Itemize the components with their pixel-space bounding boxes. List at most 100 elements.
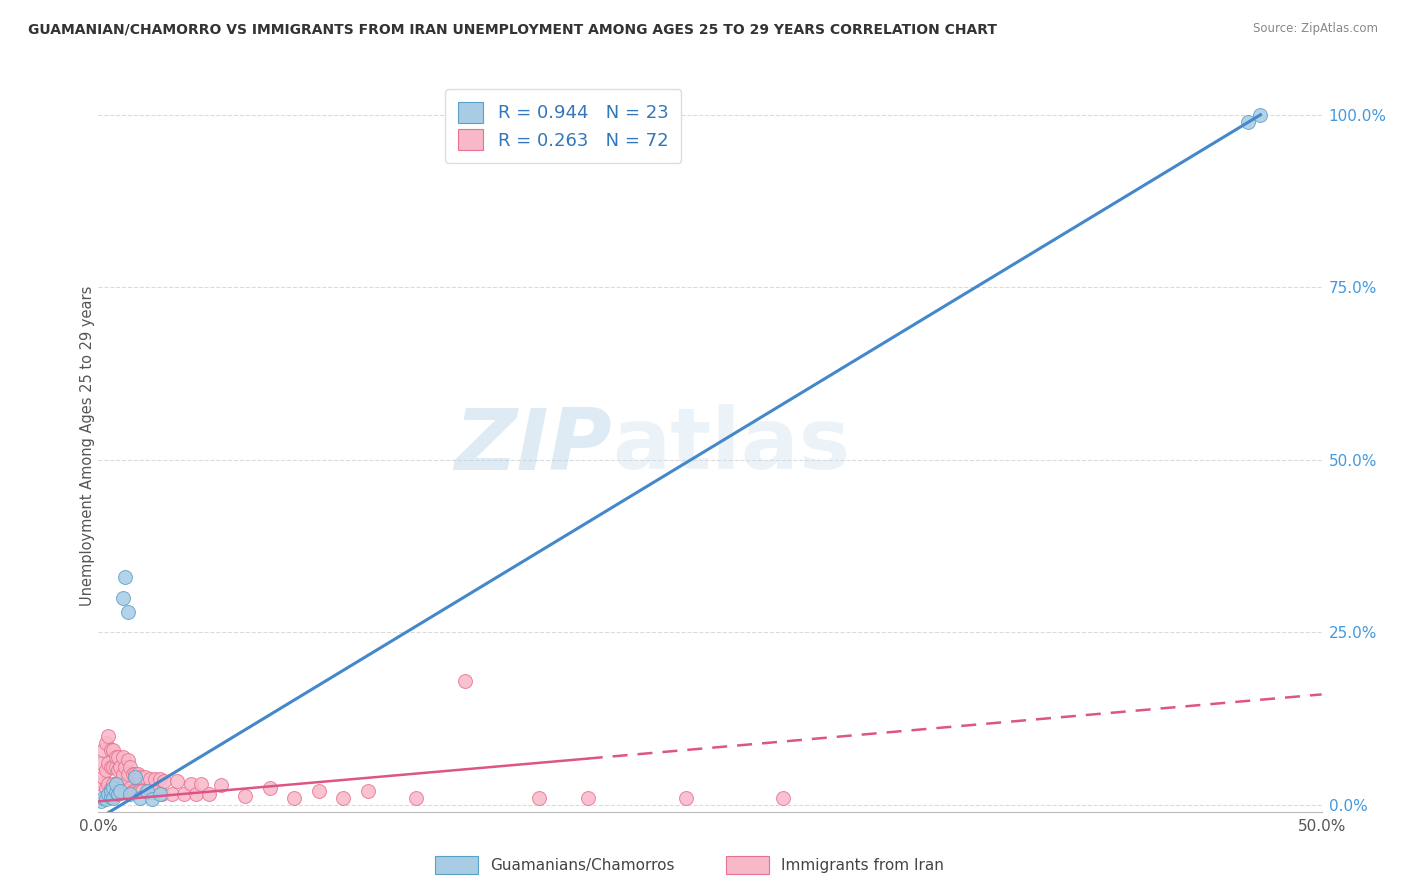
Point <box>97 756 120 771</box>
Point <box>121 766 143 780</box>
Point <box>127 766 149 780</box>
Point <box>160 788 183 802</box>
Point <box>94 780 117 795</box>
Point <box>120 788 142 802</box>
Point <box>100 742 122 756</box>
Y-axis label: Unemployment Among Ages 25 to 29 years: Unemployment Among Ages 25 to 29 years <box>80 285 94 607</box>
Point <box>332 791 354 805</box>
Point <box>111 749 134 764</box>
Point <box>283 791 305 805</box>
Point <box>101 742 124 756</box>
Point <box>149 788 172 802</box>
Point <box>114 760 136 774</box>
Point <box>139 772 162 786</box>
Point <box>114 570 136 584</box>
Text: Source: ZipAtlas.com: Source: ZipAtlas.com <box>1253 22 1378 36</box>
Point <box>100 780 122 795</box>
Text: atlas: atlas <box>612 404 851 488</box>
Point <box>454 673 477 688</box>
Point <box>91 791 114 805</box>
Point <box>97 729 120 743</box>
Point <box>117 784 139 798</box>
Point <box>209 779 232 793</box>
Point <box>111 591 134 605</box>
Point <box>150 788 173 802</box>
Point <box>117 766 139 780</box>
Point <box>127 784 149 798</box>
Point <box>141 792 163 806</box>
Point <box>101 780 124 795</box>
Bar <box>434 855 478 874</box>
Point <box>190 777 212 791</box>
Point <box>1237 114 1260 128</box>
Point <box>405 791 427 805</box>
Point <box>576 791 599 805</box>
Point <box>107 764 129 778</box>
Point <box>110 784 132 798</box>
Point <box>527 791 550 805</box>
Bar <box>725 855 769 874</box>
Point <box>97 777 120 791</box>
Point <box>129 791 152 805</box>
Point <box>129 784 152 798</box>
Point <box>107 780 129 795</box>
Point <box>107 788 129 802</box>
Point <box>91 742 114 756</box>
Point <box>149 772 172 786</box>
Point <box>110 780 132 795</box>
Point <box>100 784 122 798</box>
Point <box>110 760 132 774</box>
Point <box>136 785 159 799</box>
Point <box>120 780 142 795</box>
Point <box>100 789 122 804</box>
Point <box>124 784 146 798</box>
Point <box>124 770 146 784</box>
Point <box>100 760 122 774</box>
Point <box>107 749 129 764</box>
Point <box>101 777 124 791</box>
Point <box>117 753 139 767</box>
Point <box>101 760 124 774</box>
Point <box>124 766 146 780</box>
Point <box>675 791 697 805</box>
Point <box>94 792 117 806</box>
Point <box>166 773 188 788</box>
Point <box>104 777 127 791</box>
Point <box>141 785 163 799</box>
Legend: R = 0.944   N = 23, R = 0.263   N = 72: R = 0.944 N = 23, R = 0.263 N = 72 <box>446 89 681 162</box>
Point <box>94 764 117 778</box>
Point <box>356 784 378 798</box>
Point <box>114 777 136 791</box>
Point <box>134 770 156 784</box>
Point <box>117 605 139 619</box>
Point <box>120 760 142 774</box>
Point <box>90 777 112 791</box>
Text: Guamanians/Chamorros: Guamanians/Chamorros <box>489 857 675 872</box>
Point <box>308 784 330 798</box>
Point <box>146 785 169 799</box>
Point <box>131 784 153 798</box>
Point <box>104 785 127 799</box>
Point <box>173 788 195 802</box>
Text: ZIP: ZIP <box>454 404 612 488</box>
Point <box>180 777 202 791</box>
Point <box>153 773 176 788</box>
Point <box>772 791 794 805</box>
Point <box>121 784 143 798</box>
Point <box>104 749 127 764</box>
Text: Immigrants from Iran: Immigrants from Iran <box>780 857 943 872</box>
Point <box>97 788 120 802</box>
Point <box>90 756 112 771</box>
Point <box>94 736 117 750</box>
Point <box>1249 108 1271 122</box>
Point <box>186 788 208 802</box>
Point <box>101 791 124 805</box>
Point <box>129 770 152 784</box>
Point <box>143 772 166 786</box>
Point <box>111 784 134 798</box>
Point <box>111 766 134 780</box>
Point <box>233 789 256 803</box>
Point <box>91 770 114 784</box>
Point <box>90 794 112 808</box>
Point <box>259 780 281 795</box>
